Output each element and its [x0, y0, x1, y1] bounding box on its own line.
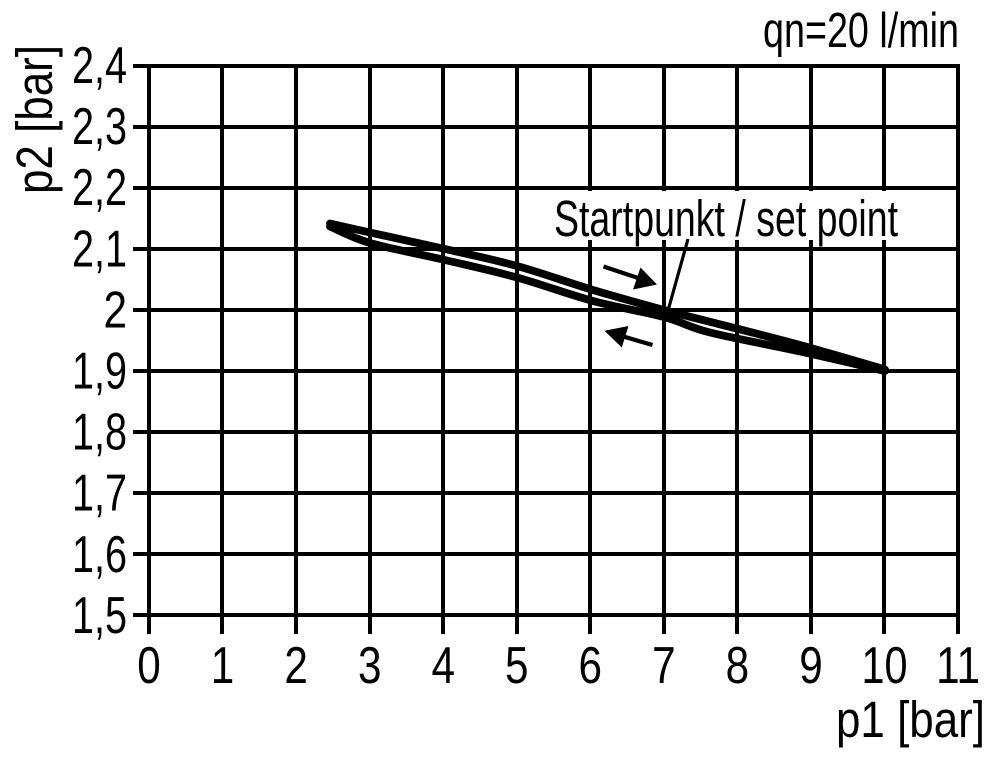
svg-text:p2 [bar]: p2 [bar] [6, 45, 63, 194]
svg-text:9: 9 [799, 637, 823, 695]
svg-text:2,3: 2,3 [72, 98, 127, 156]
svg-text:1,6: 1,6 [72, 526, 127, 584]
svg-text:p1 [bar]: p1 [bar] [836, 691, 985, 748]
svg-text:2: 2 [284, 637, 308, 695]
svg-text:8: 8 [726, 637, 750, 695]
svg-text:10: 10 [862, 637, 908, 695]
svg-text:1,7: 1,7 [72, 465, 127, 523]
svg-text:1: 1 [211, 637, 235, 695]
svg-text:5: 5 [505, 637, 529, 695]
svg-text:1,5: 1,5 [72, 587, 127, 645]
svg-text:qn=20 l/min: qn=20 l/min [763, 4, 959, 58]
svg-text:6: 6 [579, 637, 603, 695]
svg-text:1,9: 1,9 [72, 343, 127, 401]
svg-text:Startpunkt / set point: Startpunkt / set point [554, 190, 898, 247]
svg-text:2,1: 2,1 [72, 220, 127, 278]
svg-text:7: 7 [652, 637, 676, 695]
svg-text:2: 2 [104, 281, 128, 339]
svg-text:4: 4 [431, 637, 455, 695]
svg-text:2,2: 2,2 [72, 159, 127, 217]
svg-text:1,8: 1,8 [72, 404, 127, 462]
svg-text:3: 3 [358, 637, 382, 695]
svg-text:11: 11 [936, 637, 980, 695]
svg-text:2,4: 2,4 [72, 37, 127, 95]
svg-text:0: 0 [137, 637, 161, 695]
